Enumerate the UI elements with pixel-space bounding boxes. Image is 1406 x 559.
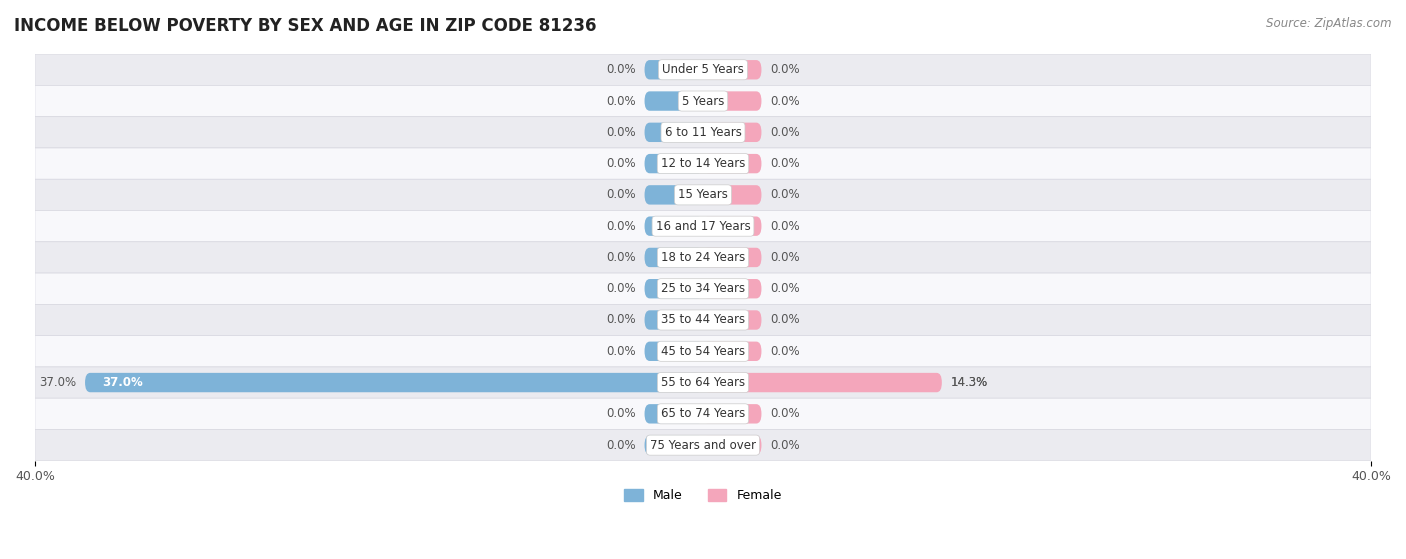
FancyBboxPatch shape — [644, 404, 703, 424]
FancyBboxPatch shape — [644, 279, 703, 299]
FancyBboxPatch shape — [703, 310, 762, 330]
FancyBboxPatch shape — [703, 122, 762, 142]
FancyBboxPatch shape — [703, 435, 762, 455]
FancyBboxPatch shape — [644, 342, 703, 361]
FancyBboxPatch shape — [35, 54, 1371, 86]
FancyBboxPatch shape — [703, 216, 762, 236]
FancyBboxPatch shape — [703, 248, 762, 267]
Text: 0.0%: 0.0% — [606, 345, 636, 358]
Text: 16 and 17 Years: 16 and 17 Years — [655, 220, 751, 233]
FancyBboxPatch shape — [35, 304, 1371, 335]
Text: 0.0%: 0.0% — [606, 439, 636, 452]
FancyBboxPatch shape — [35, 148, 1371, 179]
FancyBboxPatch shape — [35, 273, 1371, 304]
FancyBboxPatch shape — [644, 216, 703, 236]
Text: 37.0%: 37.0% — [39, 376, 77, 389]
FancyBboxPatch shape — [644, 91, 703, 111]
Text: 75 Years and over: 75 Years and over — [650, 439, 756, 452]
FancyBboxPatch shape — [35, 179, 1371, 211]
Text: 0.0%: 0.0% — [770, 126, 800, 139]
Text: 0.0%: 0.0% — [606, 408, 636, 420]
Text: 12 to 14 Years: 12 to 14 Years — [661, 157, 745, 170]
Text: 0.0%: 0.0% — [770, 408, 800, 420]
FancyBboxPatch shape — [35, 242, 1371, 273]
Text: 0.0%: 0.0% — [606, 220, 636, 233]
Text: 14.3%: 14.3% — [950, 376, 987, 389]
Text: 0.0%: 0.0% — [770, 314, 800, 326]
FancyBboxPatch shape — [703, 60, 762, 79]
Text: 5 Years: 5 Years — [682, 94, 724, 107]
Text: 6 to 11 Years: 6 to 11 Years — [665, 126, 741, 139]
FancyBboxPatch shape — [644, 154, 703, 173]
Legend: Male, Female: Male, Female — [619, 484, 787, 508]
Text: 35 to 44 Years: 35 to 44 Years — [661, 314, 745, 326]
Text: 0.0%: 0.0% — [770, 63, 800, 76]
Text: 0.0%: 0.0% — [770, 220, 800, 233]
FancyBboxPatch shape — [35, 86, 1371, 117]
FancyBboxPatch shape — [644, 185, 703, 205]
Text: 0.0%: 0.0% — [606, 251, 636, 264]
FancyBboxPatch shape — [703, 185, 762, 205]
Text: 0.0%: 0.0% — [606, 157, 636, 170]
Text: 0.0%: 0.0% — [606, 94, 636, 107]
Text: Source: ZipAtlas.com: Source: ZipAtlas.com — [1267, 17, 1392, 30]
Text: 0.0%: 0.0% — [770, 439, 800, 452]
FancyBboxPatch shape — [35, 398, 1371, 429]
FancyBboxPatch shape — [644, 122, 703, 142]
FancyBboxPatch shape — [84, 373, 703, 392]
FancyBboxPatch shape — [35, 211, 1371, 242]
Text: 0.0%: 0.0% — [606, 282, 636, 295]
FancyBboxPatch shape — [35, 335, 1371, 367]
FancyBboxPatch shape — [703, 279, 762, 299]
Text: 0.0%: 0.0% — [770, 157, 800, 170]
FancyBboxPatch shape — [644, 248, 703, 267]
Text: 0.0%: 0.0% — [606, 63, 636, 76]
FancyBboxPatch shape — [644, 60, 703, 79]
FancyBboxPatch shape — [703, 154, 762, 173]
Text: INCOME BELOW POVERTY BY SEX AND AGE IN ZIP CODE 81236: INCOME BELOW POVERTY BY SEX AND AGE IN Z… — [14, 17, 596, 35]
FancyBboxPatch shape — [703, 342, 762, 361]
FancyBboxPatch shape — [35, 117, 1371, 148]
Text: 0.0%: 0.0% — [770, 188, 800, 201]
Text: 14.3%: 14.3% — [950, 376, 987, 389]
Text: 15 Years: 15 Years — [678, 188, 728, 201]
Text: 0.0%: 0.0% — [770, 282, 800, 295]
Text: 0.0%: 0.0% — [770, 94, 800, 107]
Text: Under 5 Years: Under 5 Years — [662, 63, 744, 76]
Text: 0.0%: 0.0% — [770, 345, 800, 358]
Text: 0.0%: 0.0% — [770, 251, 800, 264]
Text: 37.0%: 37.0% — [101, 376, 142, 389]
FancyBboxPatch shape — [644, 435, 703, 455]
FancyBboxPatch shape — [35, 367, 1371, 398]
Text: 0.0%: 0.0% — [606, 314, 636, 326]
Text: 25 to 34 Years: 25 to 34 Years — [661, 282, 745, 295]
Text: 18 to 24 Years: 18 to 24 Years — [661, 251, 745, 264]
Text: 0.0%: 0.0% — [606, 188, 636, 201]
FancyBboxPatch shape — [703, 373, 942, 392]
Text: 45 to 54 Years: 45 to 54 Years — [661, 345, 745, 358]
FancyBboxPatch shape — [703, 404, 762, 424]
FancyBboxPatch shape — [35, 429, 1371, 461]
FancyBboxPatch shape — [644, 310, 703, 330]
Text: 0.0%: 0.0% — [606, 126, 636, 139]
Text: 55 to 64 Years: 55 to 64 Years — [661, 376, 745, 389]
Text: 65 to 74 Years: 65 to 74 Years — [661, 408, 745, 420]
FancyBboxPatch shape — [703, 91, 762, 111]
